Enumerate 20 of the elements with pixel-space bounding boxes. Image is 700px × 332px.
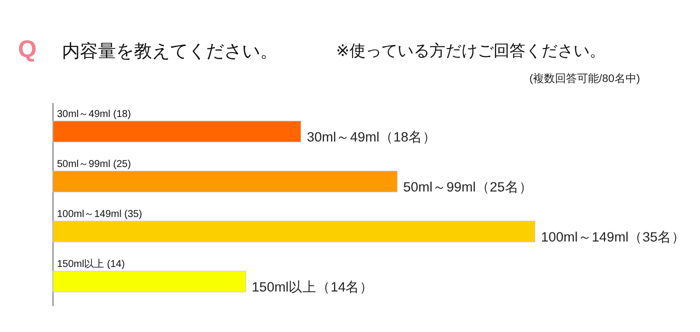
chart-subtitle: ※使っている方だけご回答ください。 bbox=[336, 42, 606, 60]
y-tick-label: 30ml～49ml bbox=[57, 109, 114, 120]
data-label: (14) bbox=[107, 259, 125, 270]
annotation: 100ml～149ml（35名） bbox=[541, 230, 686, 244]
y-tick-label: 100ml～149ml bbox=[57, 209, 124, 220]
data-label: (18) bbox=[113, 109, 131, 120]
annotation: 50ml～99ml（25名） bbox=[403, 180, 533, 194]
bar bbox=[52, 220, 536, 242]
data-label: (25) bbox=[113, 159, 131, 170]
annotation: 150ml以上（14名） bbox=[252, 280, 374, 294]
bar bbox=[52, 170, 398, 192]
data-label: (35) bbox=[124, 209, 142, 220]
y-tick-label: 50ml～99ml bbox=[57, 159, 114, 170]
y-tick-label: 150ml以上 bbox=[57, 258, 108, 270]
annotation: 30ml～49ml（18名） bbox=[306, 130, 436, 144]
chart-title: 内容量を教えてください。 bbox=[62, 41, 278, 61]
bar bbox=[52, 120, 302, 142]
text: (複数回答可能/80名中) bbox=[529, 72, 640, 85]
bar bbox=[52, 270, 246, 292]
text: Q bbox=[18, 36, 37, 63]
